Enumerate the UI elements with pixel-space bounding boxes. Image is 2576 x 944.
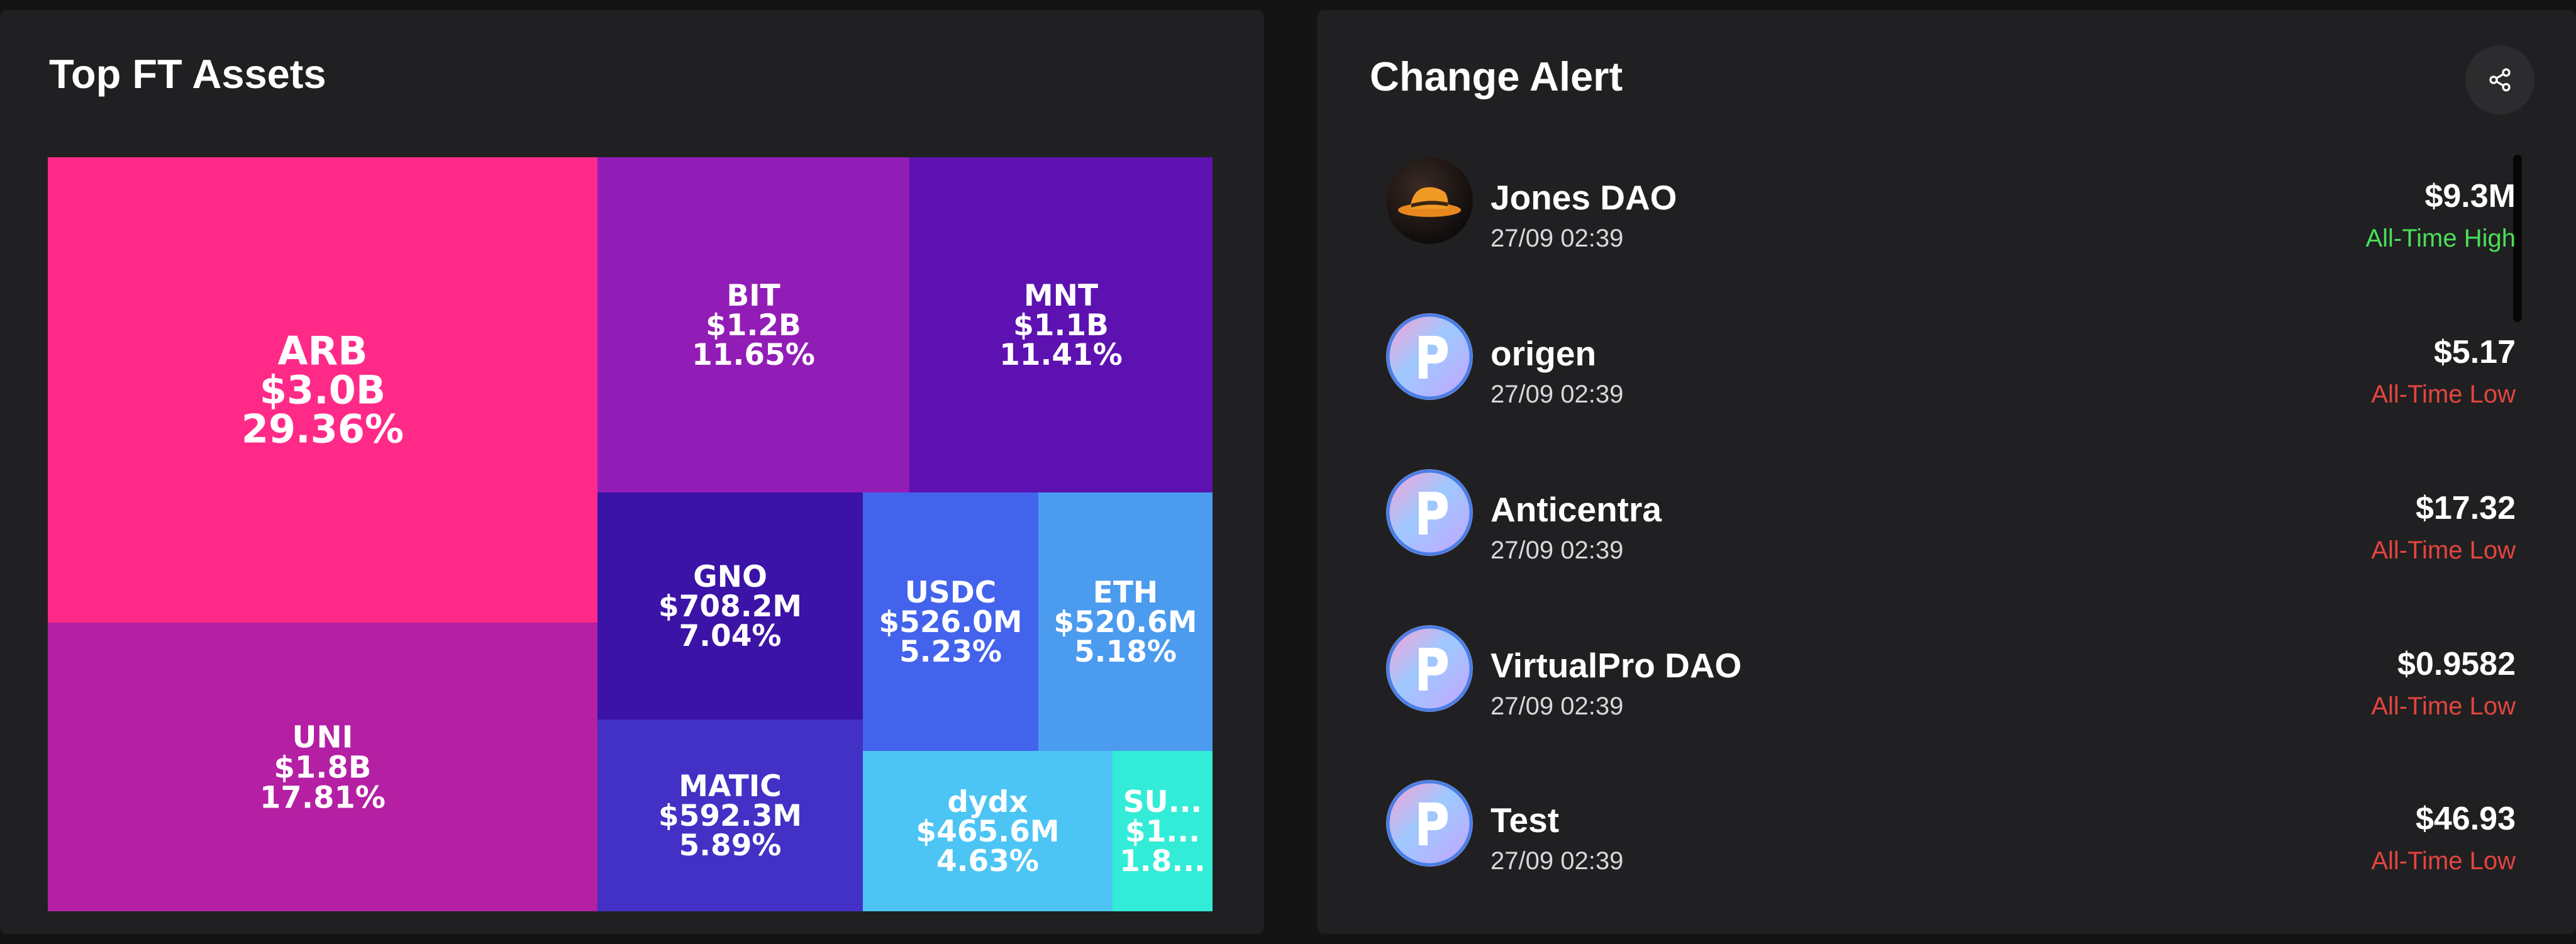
tile-share: 7.04% — [679, 619, 781, 653]
treemap-tile-usdc[interactable] — [863, 492, 1038, 751]
treemap-tile-gno[interactable] — [597, 492, 863, 719]
tile-symbol: SU... — [1123, 785, 1202, 819]
alert-name: Anticentra — [1491, 490, 1662, 529]
treemap-tile-su[interactable] — [1113, 751, 1213, 911]
anticentra-avatar — [1386, 469, 1473, 556]
alert-status: All-Time Low — [2371, 380, 2516, 408]
p-letter-logo-icon — [1386, 469, 1473, 556]
treemap-tile-bit[interactable] — [597, 157, 909, 492]
alert-status: All-Time Low — [2371, 536, 2516, 564]
share-icon — [2489, 68, 2511, 92]
tile-value: $708.2M — [658, 589, 802, 624]
tile-symbol: USDC — [905, 575, 997, 610]
tile-symbol: UNI — [292, 719, 353, 755]
jones-dao-hat-logo-icon — [1386, 157, 1473, 244]
treemap-tile-mnt[interactable] — [909, 157, 1213, 492]
alert-price: $0.9582 — [2397, 646, 2516, 682]
tile-symbol: ARB — [278, 328, 368, 374]
tile-share: 11.41% — [999, 338, 1123, 372]
alert-price: $5.17 — [2433, 334, 2516, 370]
tile-value: $592.3M — [658, 799, 802, 833]
p-letter-logo-icon — [1386, 625, 1473, 712]
alert-time: 27/09 02:39 — [1491, 692, 1624, 720]
alert-time: 27/09 02:39 — [1491, 847, 1624, 875]
treemap-tile-dydx[interactable] — [863, 751, 1113, 911]
tile-share: 5.23% — [899, 635, 1002, 669]
alert-name: origen — [1491, 334, 1597, 373]
tile-value: $1.8B — [274, 750, 371, 785]
alert-list: Jones DAO 27/09 02:39 $9.3M All-Time Hig… — [1317, 126, 2537, 925]
alert-status: All-Time High — [2365, 225, 2516, 252]
alert-price: $9.3M — [2424, 178, 2516, 214]
alert-name: VirtualPro DAO — [1491, 646, 1742, 685]
tile-symbol: BIT — [726, 279, 780, 313]
alert-price: $17.32 — [2415, 490, 2516, 526]
alert-status: All-Time Low — [2371, 847, 2516, 875]
tile-share: 5.18% — [1074, 635, 1177, 669]
panel-title: Top FT Assets — [49, 51, 326, 97]
tile-symbol: MATIC — [679, 769, 782, 804]
alert-time: 27/09 02:39 — [1491, 536, 1624, 564]
tile-value: $1.2B — [706, 308, 801, 343]
test-avatar — [1386, 780, 1473, 867]
alert-item[interactable]: VirtualPro DAO 27/09 02:39 $0.9582 All-T… — [1386, 594, 2550, 720]
alert-status: All-Time Low — [2371, 692, 2516, 720]
tile-value: $520.6M — [1053, 605, 1197, 640]
treemap-tile-uni[interactable] — [48, 623, 597, 911]
tile-symbol: ETH — [1093, 575, 1158, 610]
alert-item[interactable]: Test 27/09 02:39 $46.93 All-Time Low — [1386, 748, 2550, 875]
tile-share: 17.81% — [260, 780, 386, 815]
alert-price: $46.93 — [2415, 801, 2516, 837]
alert-name: Jones DAO — [1491, 178, 1677, 217]
tile-share: 11.65% — [692, 338, 815, 372]
tile-value: $3.0B — [260, 367, 386, 413]
tile-value: $526.0M — [879, 605, 1022, 640]
tile-share: 29.36% — [242, 406, 404, 452]
alert-time: 27/09 02:39 — [1491, 380, 1624, 408]
jones-dao-avatar — [1386, 157, 1473, 244]
tile-symbol: GNO — [693, 560, 767, 594]
alert-item[interactable]: Anticentra 27/09 02:39 $17.32 All-Time L… — [1386, 438, 2550, 564]
tile-symbol: dydx — [947, 785, 1028, 819]
alert-item[interactable]: origen 27/09 02:39 $5.17 All-Time Low — [1386, 282, 2550, 408]
tile-value: $1.1B — [1013, 308, 1109, 343]
p-letter-logo-icon — [1386, 313, 1473, 400]
alert-list-scrollbar[interactable] — [2513, 155, 2522, 322]
top-ft-assets-panel: Top FT Assets ARB $3.0B 29.36% UNI $1.8B 17.8… — [0, 10, 1264, 934]
p-letter-logo-icon — [1386, 780, 1473, 867]
alert-item[interactable]: Jones DAO 27/09 02:39 $9.3M All-Time Hig… — [1386, 126, 2550, 252]
panel-title: Change Alert — [1370, 53, 1623, 99]
share-button[interactable] — [2465, 45, 2534, 114]
origen-avatar — [1386, 313, 1473, 400]
treemap-tile-eth[interactable] — [1038, 492, 1213, 751]
tile-value: $465.6M — [916, 814, 1059, 849]
tile-symbol: MNT — [1024, 279, 1098, 313]
tile-share: 4.63% — [936, 844, 1039, 879]
virtualpro-dao-avatar — [1386, 625, 1473, 712]
treemap-tile-matic[interactable] — [597, 719, 863, 911]
change-alert-panel: Change Alert — [1317, 10, 2576, 934]
tile-share: 5.89% — [679, 828, 781, 863]
alert-time: 27/09 02:39 — [1491, 225, 1624, 252]
tile-share: 1.8... — [1119, 844, 1206, 879]
alert-name: Test — [1491, 801, 1560, 840]
treemap-tile-arb[interactable] — [48, 157, 597, 623]
tile-value: $1... — [1125, 814, 1200, 849]
